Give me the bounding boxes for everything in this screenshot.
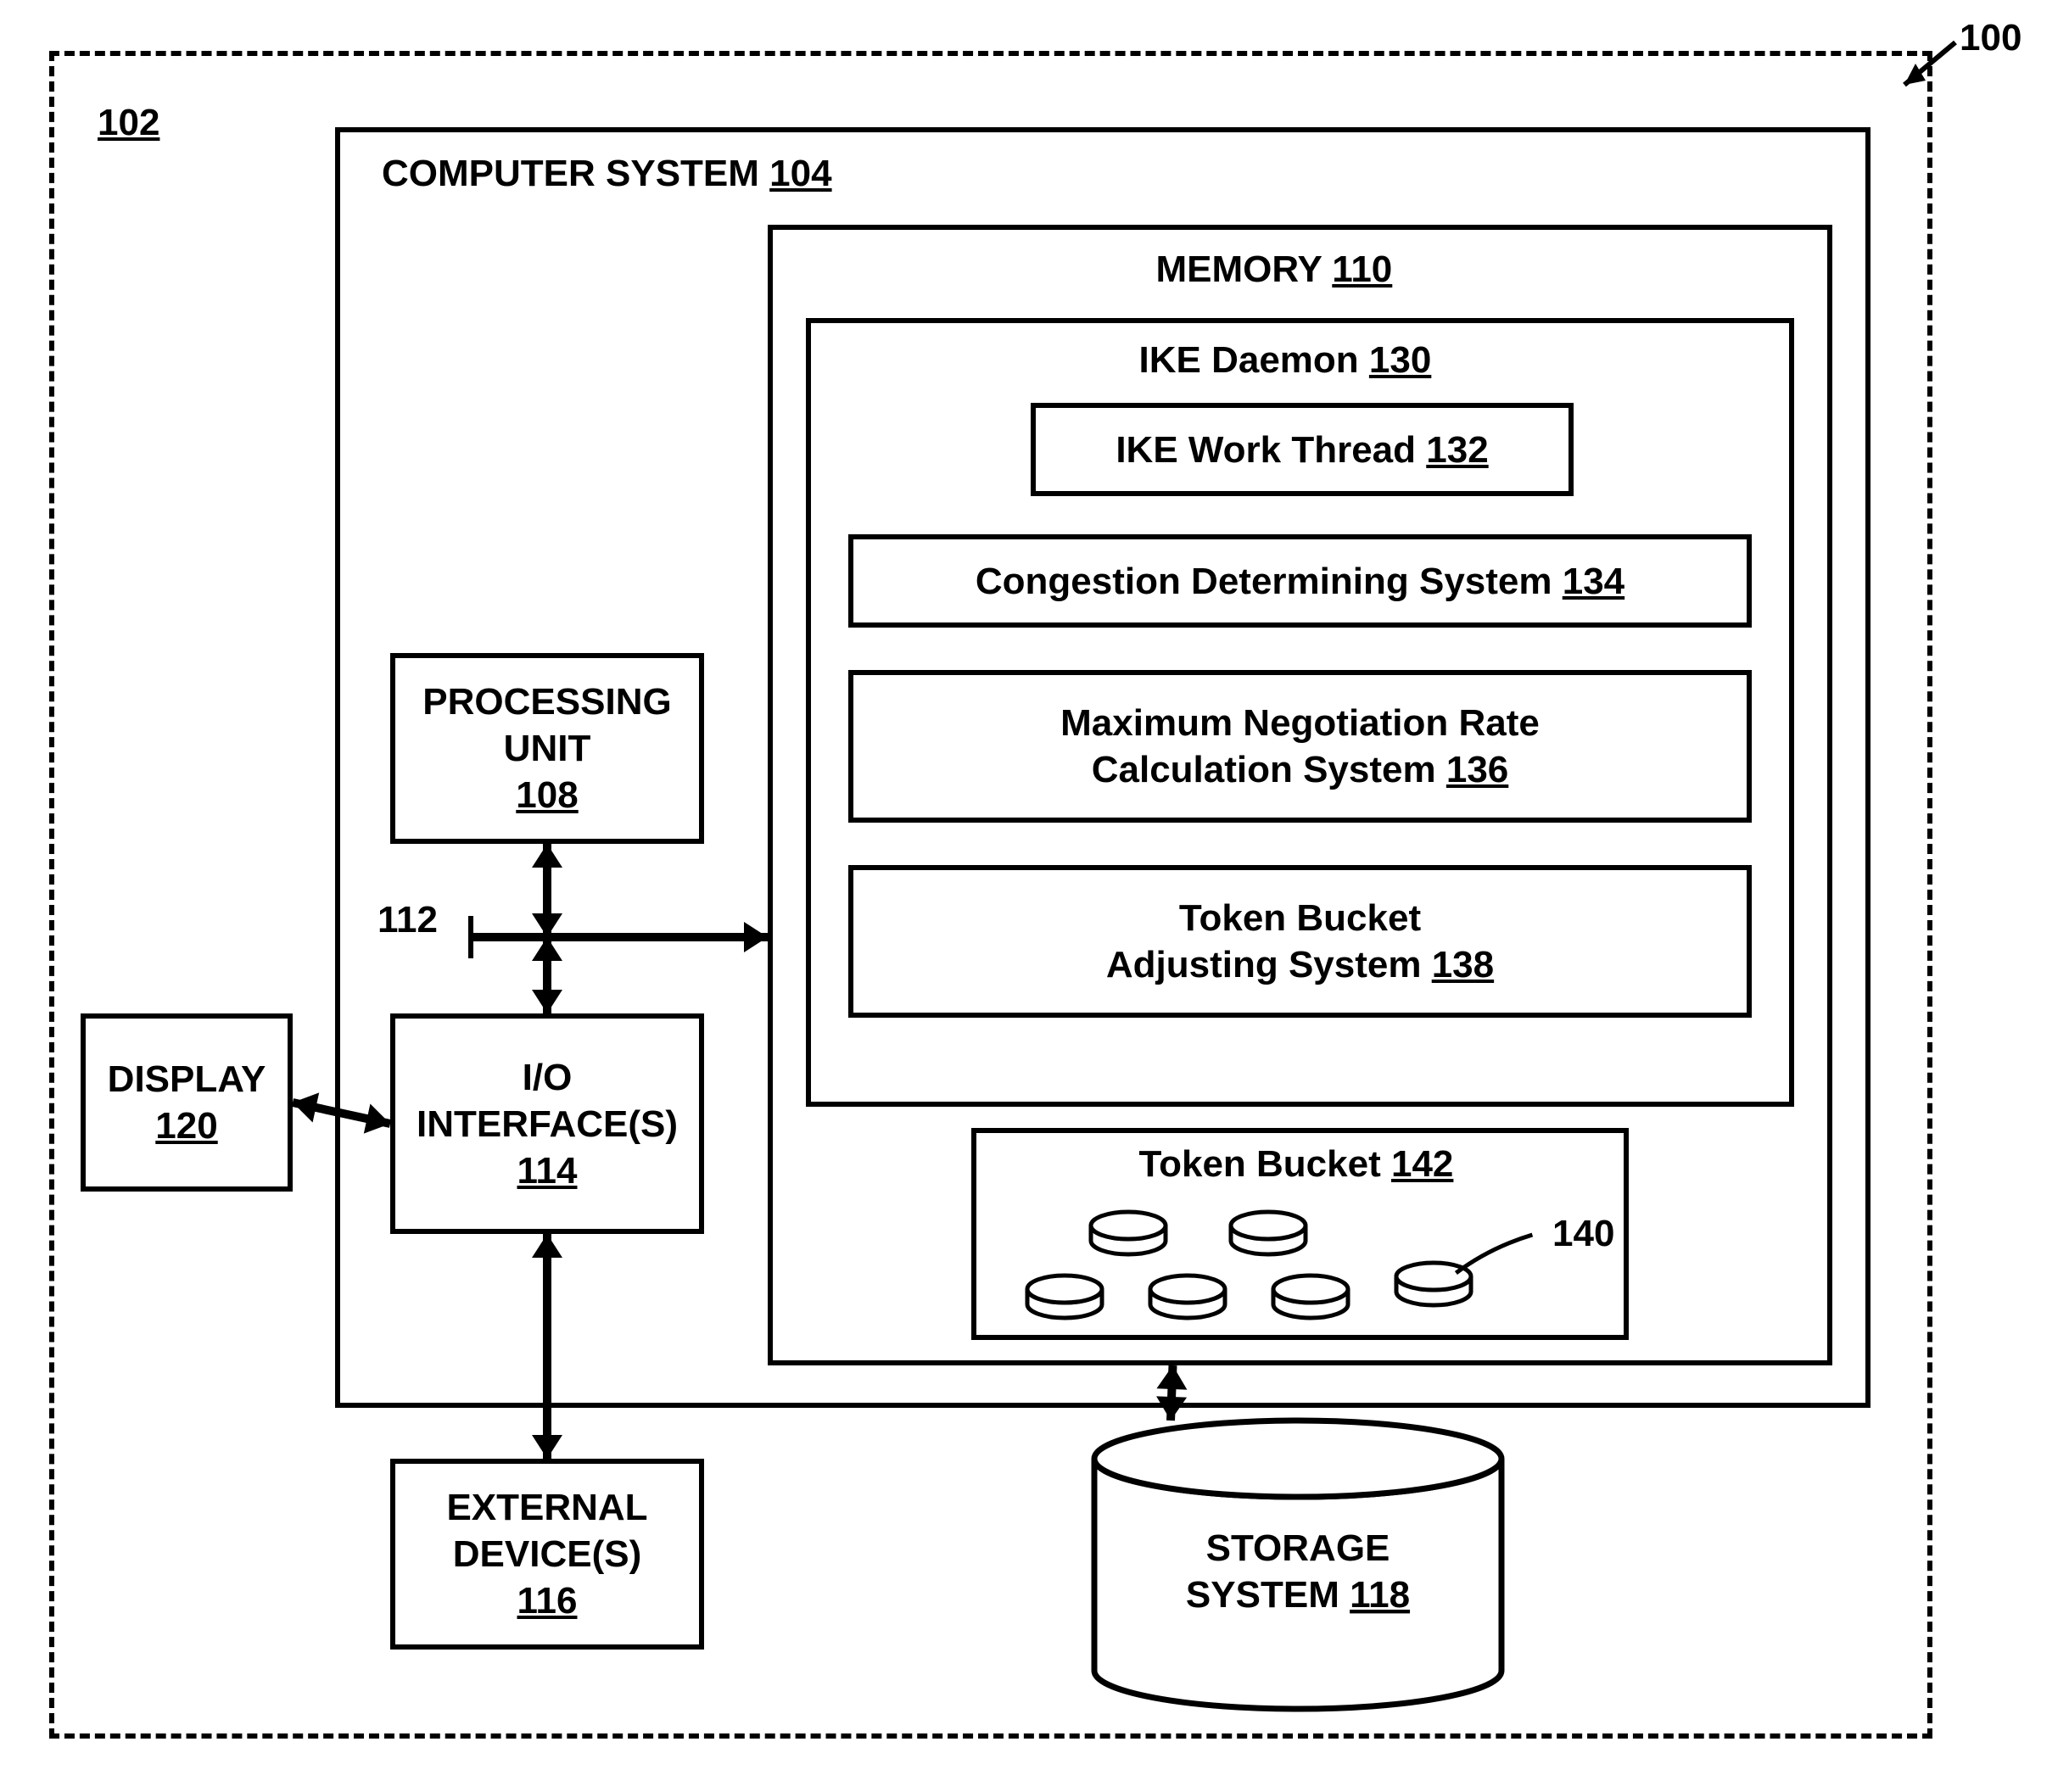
- ref-100: 100: [1960, 17, 2021, 59]
- computer-system-title: COMPUTER SYSTEM 104: [382, 153, 832, 195]
- token-icons: [971, 1128, 1629, 1340]
- ref-100-arrow: [1892, 38, 1968, 98]
- max-negotiation-box: Maximum Negotiation RateCalculation Syst…: [848, 670, 1752, 823]
- arrow-display-io: [267, 1077, 416, 1149]
- ref-102: 102: [98, 102, 159, 144]
- external-devices-box: EXTERNALDEVICE(S)116: [390, 1459, 704, 1650]
- arrow-bus-memory: [445, 912, 793, 963]
- ref-112: 112: [377, 899, 438, 941]
- arrow-io-ext: [522, 1209, 573, 1484]
- congestion-box: Congestion Determining System 134: [848, 534, 1752, 628]
- arrow-mem-storage: [1145, 1340, 1199, 1446]
- svg-text:STORAGE: STORAGE: [1206, 1527, 1390, 1569]
- ike-daemon-title: IKE Daemon 130: [1139, 339, 1432, 382]
- io-interface-box: I/OINTERFACE(S)114: [390, 1013, 704, 1234]
- display-box: DISPLAY120: [81, 1013, 293, 1192]
- storage-cylinder: STORAGE SYSTEM 118: [1086, 1412, 1510, 1717]
- processing-unit-box: PROCESSINGUNIT108: [390, 653, 704, 844]
- ike-work-thread-box: IKE Work Thread 132: [1031, 403, 1574, 496]
- svg-text:SYSTEM 118: SYSTEM 118: [1186, 1574, 1410, 1616]
- bus-tick: [467, 916, 475, 958]
- diagram-stage: 102 100 COMPUTER SYSTEM 104 DISPLAY120 PROCE…: [0, 0, 2069, 1792]
- ref-140: 140: [1552, 1213, 1614, 1255]
- memory-title: MEMORY 110: [1156, 248, 1393, 291]
- token-adjust-box: Token BucketAdjusting System 138: [848, 865, 1752, 1018]
